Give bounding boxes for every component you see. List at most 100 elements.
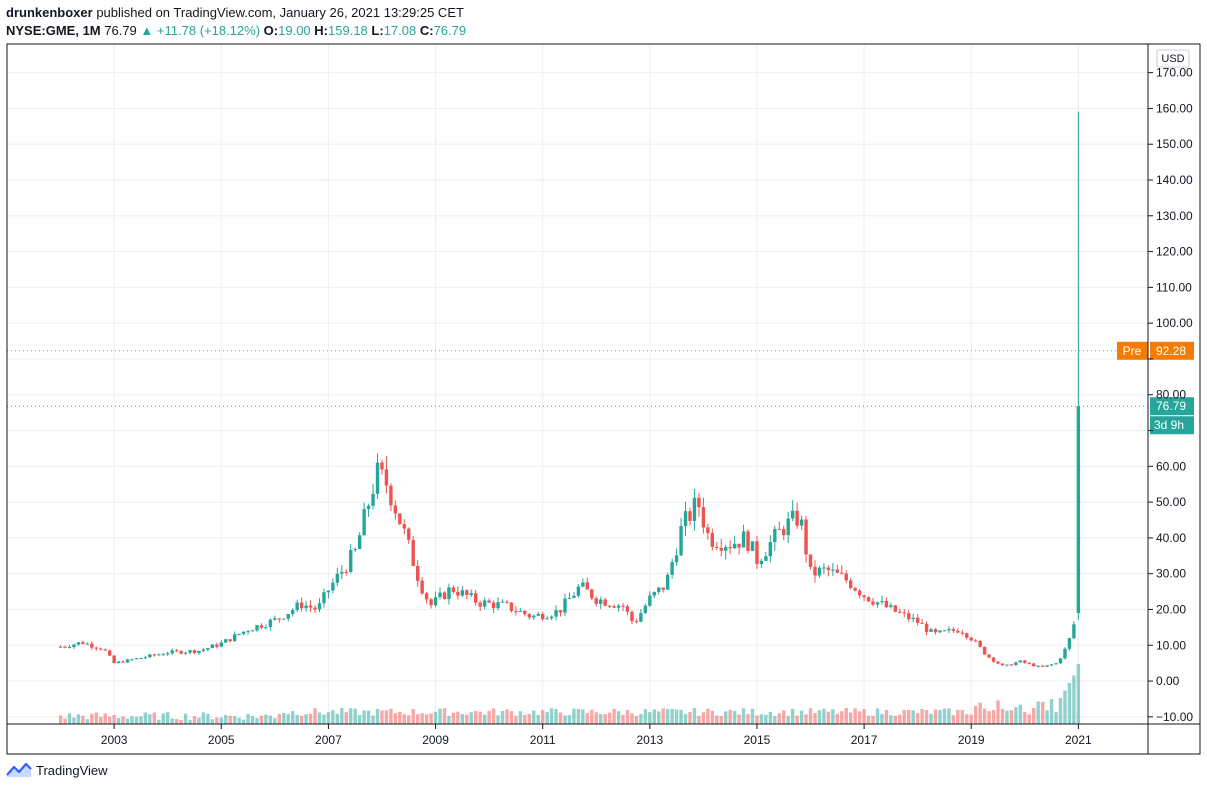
countdown-box bbox=[1150, 416, 1194, 435]
candle-body bbox=[295, 602, 299, 611]
volume-bar bbox=[996, 700, 1000, 724]
candle-body bbox=[956, 630, 960, 633]
candle-body bbox=[603, 599, 607, 606]
price-label-box bbox=[1150, 397, 1194, 416]
volume-bar bbox=[782, 710, 786, 724]
y-tick-label: 50.00 bbox=[1156, 495, 1186, 509]
candle-body bbox=[835, 569, 840, 573]
volume-bar bbox=[1005, 710, 1009, 724]
candle-body bbox=[500, 601, 505, 603]
volume-bar bbox=[590, 709, 594, 724]
candle-body bbox=[232, 634, 237, 642]
volume-bar bbox=[889, 715, 893, 724]
candle-body bbox=[215, 644, 219, 647]
candle-body bbox=[407, 528, 411, 540]
candle-body bbox=[255, 625, 259, 631]
volume-bar bbox=[393, 713, 398, 724]
candle-body bbox=[460, 590, 465, 596]
volume-bar bbox=[630, 713, 634, 724]
y-tick-label: 40.00 bbox=[1156, 531, 1186, 545]
candle-body bbox=[1000, 663, 1005, 666]
candle-body bbox=[433, 597, 438, 606]
candle-body bbox=[1067, 638, 1072, 649]
candle-body bbox=[206, 648, 210, 650]
volume-bar bbox=[639, 713, 643, 724]
candle-body bbox=[920, 622, 924, 624]
candle-body bbox=[451, 587, 456, 592]
volume-bar bbox=[411, 709, 415, 724]
y-tick-label: 20.00 bbox=[1156, 602, 1186, 616]
volume-bar bbox=[607, 712, 612, 724]
volume-bar bbox=[679, 709, 683, 724]
candle-body bbox=[884, 601, 889, 608]
candle-body bbox=[246, 631, 250, 633]
candle-body bbox=[755, 541, 759, 565]
candle-body bbox=[572, 595, 576, 598]
volume-bar bbox=[657, 711, 661, 724]
volume-bar bbox=[621, 714, 625, 724]
candle-body bbox=[152, 654, 157, 656]
candle-body bbox=[465, 590, 469, 596]
candle-body bbox=[192, 650, 197, 654]
volume-bar bbox=[192, 716, 197, 724]
volume-bar bbox=[1009, 710, 1014, 724]
candle-body bbox=[866, 597, 871, 602]
symbol-label[interactable]: NYSE:GME, 1M bbox=[6, 23, 101, 38]
candle-body bbox=[692, 497, 697, 521]
volume-bar bbox=[58, 715, 63, 724]
currency-badge bbox=[1156, 49, 1190, 68]
candle-body bbox=[121, 661, 125, 663]
volume-bar bbox=[616, 711, 621, 724]
candle-body bbox=[808, 554, 813, 567]
candle-body bbox=[549, 616, 554, 619]
volume-bar bbox=[206, 713, 210, 724]
candle-body bbox=[130, 659, 134, 661]
volume-bar bbox=[942, 708, 947, 724]
volume-bar bbox=[130, 716, 134, 724]
candle-body bbox=[652, 592, 656, 596]
candle-body bbox=[116, 661, 121, 664]
time-axis[interactable]: 2003 2005 2007 2009 2011 2013 2015 2017 2019 2021 bbox=[101, 724, 1092, 747]
volume-bar bbox=[389, 708, 393, 724]
volume-bar bbox=[286, 713, 290, 724]
volume-bar bbox=[540, 710, 545, 724]
candle-body bbox=[813, 566, 817, 576]
candle-body bbox=[304, 605, 308, 609]
volume-bar bbox=[750, 708, 755, 724]
volume-bar bbox=[1032, 707, 1036, 724]
volume-bar bbox=[188, 719, 192, 724]
volume-bar bbox=[362, 710, 366, 724]
candle-body bbox=[210, 644, 215, 649]
volume-bar bbox=[447, 715, 451, 724]
candle-body bbox=[125, 659, 130, 663]
candle-body bbox=[398, 513, 402, 525]
candle-body bbox=[1063, 648, 1067, 659]
y-tick-label: 130.00 bbox=[1156, 209, 1193, 223]
candle-body bbox=[786, 518, 790, 536]
candle-body bbox=[840, 572, 844, 574]
candle-body bbox=[862, 595, 866, 598]
open-value: 19.00 bbox=[278, 23, 311, 38]
candle-body bbox=[322, 592, 326, 604]
volume-bar bbox=[773, 715, 777, 724]
chart-frame bbox=[6, 43, 1201, 755]
candle-body bbox=[996, 661, 1000, 664]
volume-bar bbox=[166, 712, 170, 724]
volume-bar bbox=[648, 712, 652, 724]
volume-bar bbox=[344, 712, 348, 724]
volume-bar bbox=[340, 708, 344, 724]
candle-body bbox=[85, 643, 90, 645]
candle-body bbox=[978, 640, 982, 647]
price-axis[interactable]: −10.00 0.00 10.00 20.00 30.00 40.00 50.00 60.00… bbox=[1148, 49, 1193, 724]
candle-body bbox=[831, 569, 835, 571]
volume-bar bbox=[415, 714, 420, 724]
volume-bar bbox=[549, 708, 554, 724]
price-label-text: 76.79 bbox=[1156, 399, 1186, 413]
publisher-user[interactable]: drunkenboxer bbox=[6, 5, 93, 20]
tradingview-brand[interactable]: TradingView bbox=[36, 762, 108, 778]
high-value: 159.18 bbox=[328, 23, 368, 38]
candle-body bbox=[496, 602, 500, 609]
volume-bar bbox=[898, 714, 902, 724]
volume-bar bbox=[1049, 699, 1054, 724]
